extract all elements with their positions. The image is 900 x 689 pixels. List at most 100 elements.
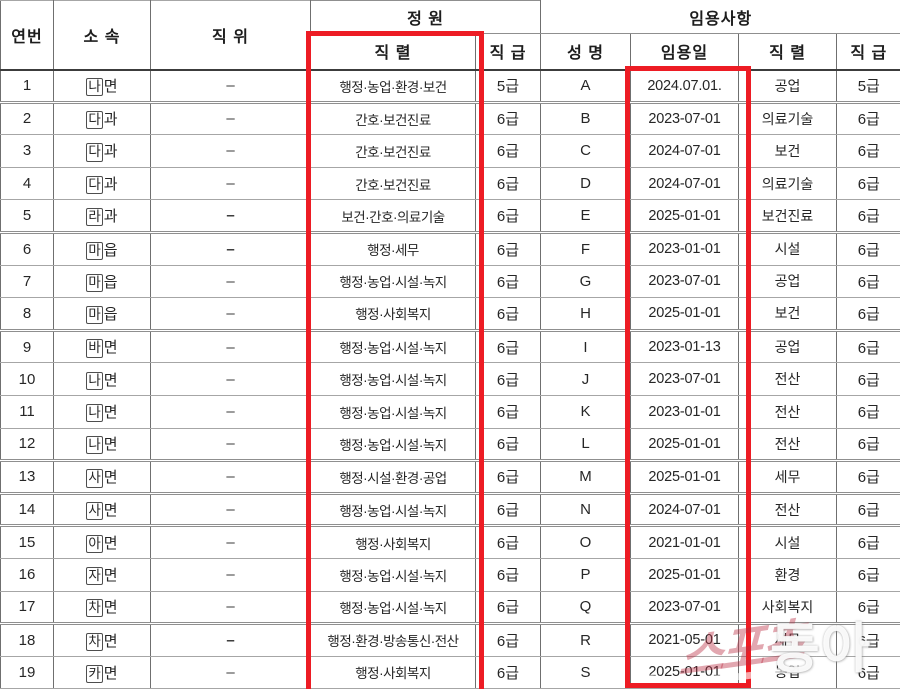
table-row: 12 나 면 – 행정·농업·시설·녹지 6급 L 2025-01-01 전산 6급: [0, 427, 900, 463]
col-header-appoint-series: 직 렬: [738, 33, 838, 71]
cell-appoint-series: 세무: [738, 460, 838, 495]
redacted-character-box: 차: [86, 599, 103, 618]
cell-position: –: [150, 264, 311, 299]
cell-appoint-grade: 6급: [836, 297, 900, 332]
cell-appoint-date: 2025-01-01: [630, 199, 740, 234]
cell-appoint-grade: 6급: [836, 264, 900, 299]
cell-appoint-date: 2023-07-01: [630, 264, 740, 299]
cell-appoint-grade: 6급: [836, 427, 900, 463]
cell-appoint-series: 시설: [738, 231, 838, 266]
cell-serial: 10: [0, 362, 54, 396]
redacted-character-box: 나: [86, 371, 103, 390]
cell-quota-series: 행정·농업·시설·녹지: [310, 329, 476, 364]
cell-quota-grade: 6급: [474, 199, 542, 234]
cell-appoint-series: 전산: [738, 427, 838, 463]
cell-quota-series: 간호·보건진료: [310, 134, 476, 168]
cell-quota-grade: 5급: [474, 69, 542, 104]
cell-quota-series: 간호·보건진료: [310, 166, 476, 201]
redacted-character-box: 나: [86, 404, 103, 423]
table-row: 3 다 과 – 간호·보건진료 6급 C 2024-07-01 보건 6급: [0, 134, 900, 168]
cell-appoint-date: 2023-07-01: [630, 101, 740, 136]
cell-name: H: [540, 297, 632, 332]
cell-position: –: [150, 623, 311, 657]
cell-quota-series: 행정·농업·시설·녹지: [310, 427, 476, 463]
table-row: 18 차 면 – 행정·환경·방송통신·전산 6급 R 2021-05-01 세무 6급: [0, 623, 900, 657]
cell-serial: 1: [0, 69, 54, 104]
cell-position: –: [150, 101, 311, 136]
redacted-character-box: 사: [86, 501, 103, 521]
cell-appoint-date: 2023-01-01: [630, 231, 740, 266]
redacted-character-box: 나: [86, 77, 103, 97]
cell-position: –: [150, 134, 311, 168]
cell-appoint-date: 2024-07-01: [630, 166, 740, 201]
cell-name: O: [540, 525, 632, 559]
cell-appoint-date: 2021-05-01: [630, 623, 740, 657]
table-row: 13 사 면 – 행정·시설·환경·공업 6급 M 2025-01-01 세무 6급: [0, 460, 900, 495]
table-row: 16 자 면 – 행정·농업·시설·녹지 6급 P 2025-01-01 환경 6급: [0, 557, 900, 592]
cell-name: L: [540, 427, 632, 463]
cell-appoint-series: 전산: [738, 394, 838, 429]
cell-serial: 17: [0, 590, 54, 626]
cell-appoint-series: 공업: [738, 264, 838, 299]
cell-position: –: [150, 590, 311, 626]
col-group-appointment: 임용사항: [540, 0, 900, 34]
cell-name: S: [540, 655, 632, 689]
cell-serial: 9: [0, 329, 54, 364]
cell-name: E: [540, 199, 632, 234]
cell-serial: 15: [0, 525, 54, 559]
cell-appoint-grade: 6급: [836, 166, 900, 201]
cell-quota-series: 행정·농업·시설·녹지: [310, 394, 476, 429]
cell-quota-series: 행정·시설·환경·공업: [310, 460, 476, 495]
cell-quota-grade: 6급: [474, 264, 542, 299]
cell-position: –: [150, 427, 311, 463]
table-row: 9 바 면 – 행정·농업·시설·녹지 6급 I 2023-01-13 공업 6급: [0, 329, 900, 364]
redacted-character-box: 자: [86, 567, 103, 586]
cell-name: C: [540, 134, 632, 168]
cell-appoint-series: 보건: [738, 134, 838, 168]
cell-quota-grade: 6급: [474, 557, 542, 592]
cell-serial: 19: [0, 655, 54, 689]
cell-appoint-series: 의료기술: [738, 101, 838, 136]
col-header-name: 성 명: [540, 33, 632, 71]
table-row: 7 마 읍 – 행정·농업·시설·녹지 6급 G 2023-07-01 공업 6급: [0, 264, 900, 299]
cell-quota-grade: 6급: [474, 166, 542, 201]
redacted-character-box: 바: [86, 339, 103, 358]
cell-appoint-date: 2025-01-01: [630, 297, 740, 332]
cell-quota-series: 행정·사회복지: [310, 525, 476, 559]
cell-appoint-grade: 6급: [836, 590, 900, 626]
cell-position: –: [150, 329, 311, 364]
cell-serial: 6: [0, 231, 54, 266]
cell-quota-series: 행정·농업·시설·녹지: [310, 557, 476, 592]
cell-serial: 14: [0, 492, 54, 528]
cell-name: P: [540, 557, 632, 592]
cell-serial: 12: [0, 427, 54, 463]
table-row: 19 카 면 – 행정·사회복지 6급 S 2025-01-01 농업 6급: [0, 655, 900, 689]
redacted-character-box: 차: [86, 632, 103, 651]
cell-quota-grade: 6급: [474, 329, 542, 364]
cell-quota-series: 행정·사회복지: [310, 297, 476, 332]
col-header-appoint-date: 임용일: [630, 33, 740, 71]
cell-position: –: [150, 166, 311, 201]
cell-quota-grade: 6급: [474, 362, 542, 396]
cell-quota-series: 행정·환경·방송통신·전산: [310, 623, 476, 657]
cell-quota-grade: 6급: [474, 590, 542, 626]
cell-position: –: [150, 297, 311, 332]
redacted-character-box: 아: [86, 535, 103, 554]
cell-appoint-series: 시설: [738, 525, 838, 559]
table-row: 10 나 면 – 행정·농업·시설·녹지 6급 J 2023-07-01 전산 6급: [0, 362, 900, 396]
cell-appoint-grade: 6급: [836, 655, 900, 689]
cell-quota-grade: 6급: [474, 297, 542, 332]
cell-appoint-date: 2025-01-01: [630, 427, 740, 463]
cell-name: Q: [540, 590, 632, 626]
cell-quota-series: 행정·농업·환경·보건: [310, 69, 476, 104]
col-header-affiliation: 소 속: [53, 0, 151, 71]
col-header-quota-series: 직 렬: [310, 33, 476, 71]
cell-appoint-series: 공업: [738, 69, 838, 104]
